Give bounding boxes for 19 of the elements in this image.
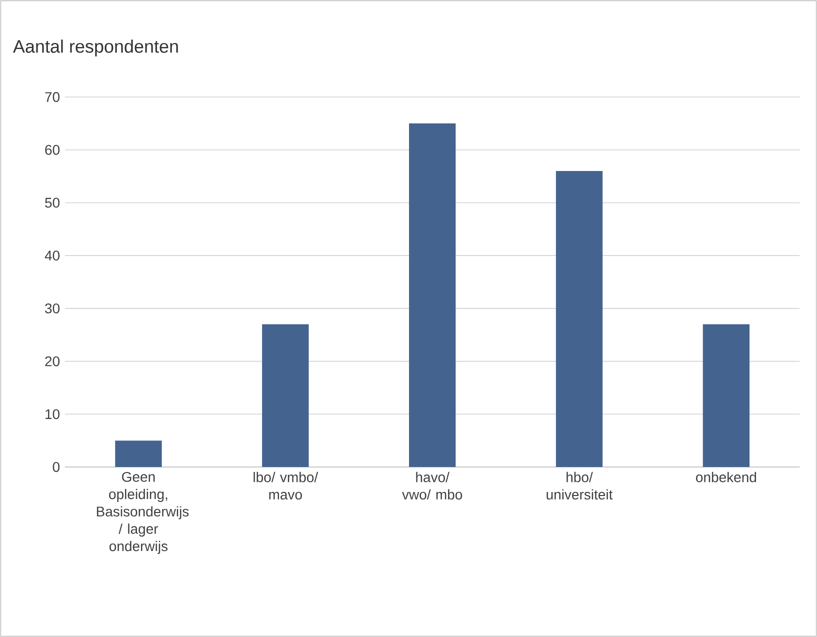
y-tick-label: 30 <box>45 303 60 314</box>
bar <box>409 123 456 467</box>
x-tick-label: lbo/ vmbo/ mavo <box>254 472 318 500</box>
y-tick-label: 70 <box>45 92 60 102</box>
y-tick-label: 0 <box>52 462 60 472</box>
chart-title: Aantal respondenten <box>12 40 178 56</box>
x-tick-label: onbekend <box>696 472 756 482</box>
x-tick-label: hbo/ universiteit <box>546 472 613 500</box>
bar <box>115 440 162 467</box>
x-tick-label: Geen opleiding, Basisonderwijs / lager onderwijs <box>96 472 189 554</box>
y-tick-label: 60 <box>45 144 60 155</box>
bar <box>702 324 750 467</box>
bar <box>556 171 603 467</box>
x-tick-label: havo/ vwo/ mbo <box>402 472 462 500</box>
bar <box>262 324 309 467</box>
y-tick-label: 40 <box>44 250 60 261</box>
y-tick-label: 20 <box>45 356 60 366</box>
y-tick-label: 50 <box>45 198 60 208</box>
y-tick-label: 10 <box>46 409 60 420</box>
